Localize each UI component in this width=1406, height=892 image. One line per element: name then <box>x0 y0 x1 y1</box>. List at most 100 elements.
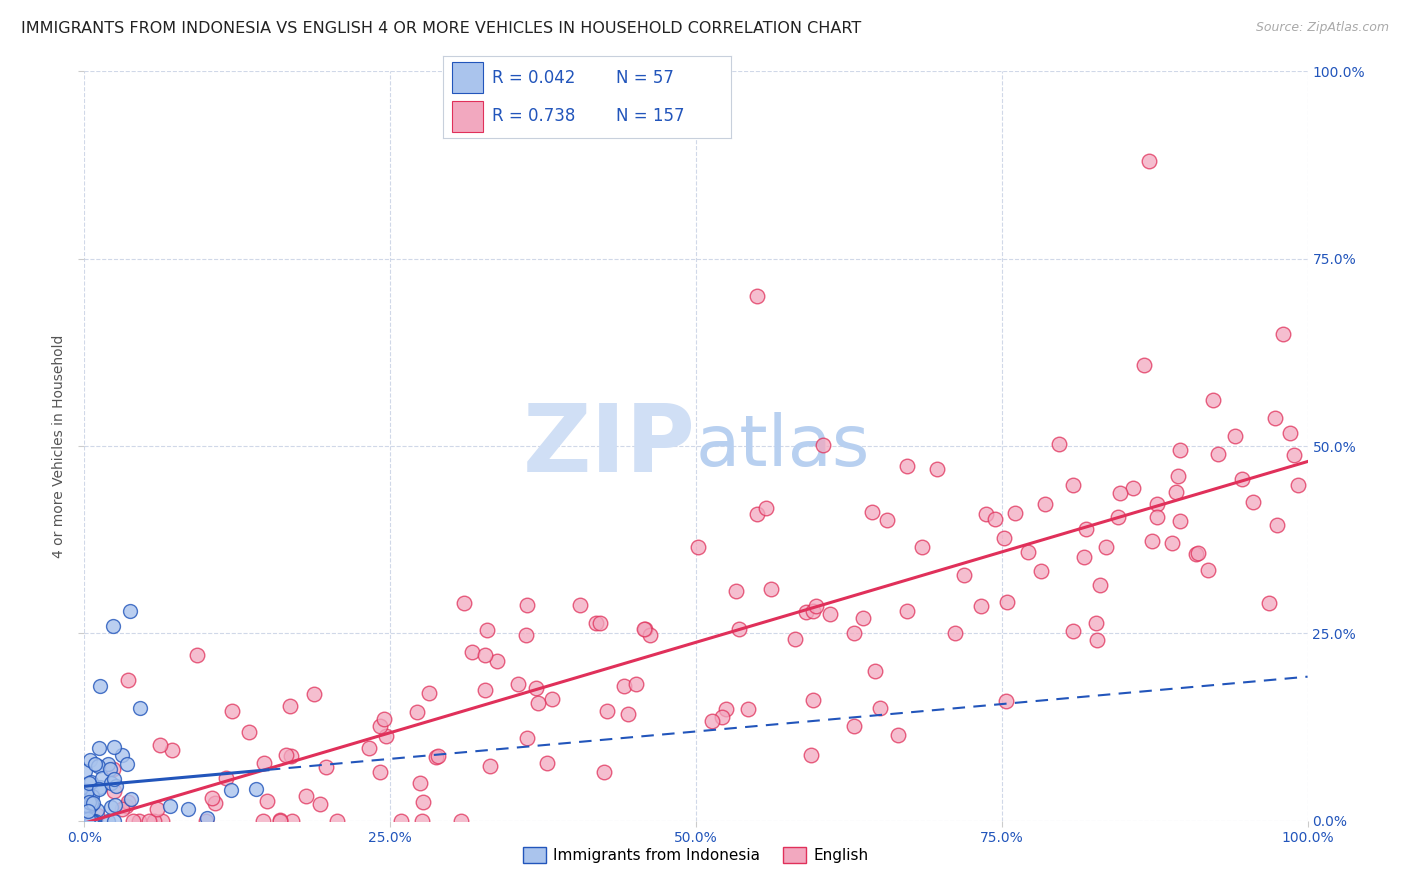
Point <box>1241 495 1264 509</box>
Point <box>76 793 98 807</box>
Point <box>1282 448 1305 462</box>
Point <box>1223 429 1246 443</box>
Point <box>80 789 103 803</box>
Point <box>1272 326 1295 341</box>
Point <box>389 814 412 828</box>
Point <box>724 584 747 599</box>
Point <box>269 814 291 828</box>
Point <box>969 599 991 614</box>
Point <box>114 799 136 814</box>
Point <box>76 797 98 812</box>
Point <box>75 782 97 797</box>
Point <box>1197 563 1219 577</box>
Point <box>516 599 538 613</box>
Text: N = 157: N = 157 <box>616 107 685 125</box>
Point <box>453 596 475 610</box>
Point <box>1109 486 1132 500</box>
Point <box>1202 392 1225 407</box>
Point <box>129 701 152 715</box>
Point <box>80 814 103 828</box>
Point <box>1073 550 1095 565</box>
Point <box>221 704 243 718</box>
Point <box>1288 478 1310 492</box>
Bar <box>451 101 484 132</box>
Point <box>87 759 110 773</box>
Point <box>86 807 108 822</box>
Point <box>97 814 120 828</box>
Point <box>1095 540 1118 554</box>
Point <box>1085 615 1108 630</box>
Point <box>536 756 558 770</box>
Point <box>215 771 238 785</box>
Point <box>304 687 326 701</box>
Point <box>418 686 440 700</box>
Point <box>280 814 302 828</box>
Point <box>76 783 98 797</box>
Point <box>737 702 759 716</box>
Point <box>104 779 127 793</box>
Point <box>613 679 636 693</box>
Point <box>783 632 806 646</box>
Point <box>146 802 169 816</box>
Point <box>79 785 101 799</box>
Point <box>1265 518 1288 533</box>
Point <box>325 814 347 828</box>
Point <box>804 599 827 613</box>
Point <box>238 725 260 739</box>
Point <box>77 776 100 790</box>
Point <box>219 782 242 797</box>
Text: N = 57: N = 57 <box>616 69 673 87</box>
Point <box>427 748 450 763</box>
Point <box>117 673 139 687</box>
Point <box>876 513 898 527</box>
Point <box>77 793 100 807</box>
Y-axis label: 4 or more Vehicles in Household: 4 or more Vehicles in Household <box>52 334 66 558</box>
Point <box>585 615 607 630</box>
Point <box>634 623 657 637</box>
Point <box>201 790 224 805</box>
Point <box>624 677 647 691</box>
Point <box>73 764 96 779</box>
Point <box>1278 425 1301 440</box>
Point <box>75 785 97 799</box>
Point <box>450 814 472 828</box>
Point <box>842 625 865 640</box>
Point <box>1074 522 1097 536</box>
Point <box>80 789 103 803</box>
Point <box>1017 545 1039 559</box>
Point <box>869 700 891 714</box>
Point <box>80 786 103 800</box>
Text: Source: ZipAtlas.com: Source: ZipAtlas.com <box>1256 21 1389 34</box>
Point <box>1107 510 1129 524</box>
Point <box>110 802 132 816</box>
Point <box>111 748 134 763</box>
Point <box>103 619 125 633</box>
Point <box>1033 497 1056 511</box>
Point <box>160 743 183 757</box>
Point <box>159 798 181 813</box>
Point <box>761 582 783 596</box>
Point <box>588 615 610 630</box>
Bar <box>451 62 484 93</box>
Point <box>103 784 125 798</box>
Point <box>887 728 910 742</box>
Point <box>76 805 98 819</box>
Point <box>115 756 138 771</box>
Point <box>1062 478 1084 492</box>
Point <box>984 512 1007 526</box>
Point <box>911 541 934 555</box>
Text: R = 0.042: R = 0.042 <box>492 69 575 87</box>
Point <box>716 702 738 716</box>
Point <box>943 625 966 640</box>
Point <box>896 604 918 618</box>
Point <box>1122 482 1144 496</box>
Point <box>1187 545 1209 559</box>
Point <box>91 771 114 785</box>
Point <box>186 648 208 662</box>
Point <box>253 756 276 770</box>
Point <box>75 797 97 812</box>
Point <box>412 795 434 809</box>
Point <box>506 677 529 691</box>
Point <box>295 789 318 803</box>
Point <box>863 664 886 678</box>
